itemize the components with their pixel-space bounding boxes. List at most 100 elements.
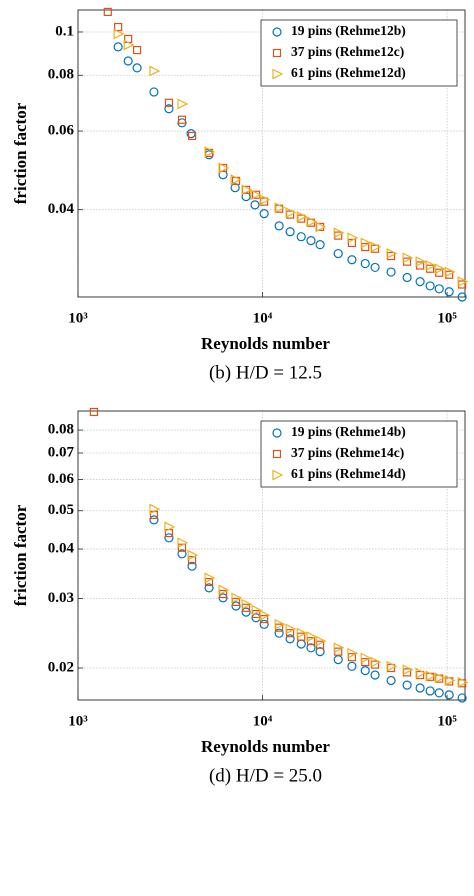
y-tick-label: 0.05	[48, 502, 74, 518]
marker	[386, 267, 396, 277]
y-tick-label: 0.07	[48, 444, 75, 460]
marker	[457, 676, 469, 688]
legend-label: 19 pins (Rehme14b)	[291, 424, 406, 439]
marker	[241, 607, 251, 617]
marker	[306, 236, 316, 246]
marker	[434, 672, 446, 684]
marker	[415, 683, 425, 693]
marker	[204, 572, 216, 584]
axes-frame	[77, 9, 466, 298]
legend-label: 37 pins (Rehme12c)	[291, 44, 404, 59]
x-tick-label: 10⁵	[437, 713, 457, 729]
axes-frame	[77, 410, 466, 701]
marker	[415, 667, 427, 679]
marker	[386, 675, 396, 686]
marker	[347, 661, 357, 671]
marker	[285, 207, 297, 219]
marker	[113, 42, 123, 52]
marker	[434, 263, 446, 275]
marker	[123, 56, 133, 66]
marker	[250, 189, 262, 201]
marker	[444, 675, 456, 686]
marker	[360, 652, 372, 664]
x-tick-label: 10⁵	[437, 310, 457, 326]
marker	[164, 104, 174, 114]
marker	[444, 287, 454, 297]
marker	[149, 65, 161, 77]
marker	[347, 647, 359, 659]
marker	[177, 115, 187, 124]
legend-label: 19 pins (Rehme12b)	[291, 23, 406, 38]
y-tick-label: 0.06	[48, 471, 75, 487]
marker	[230, 174, 242, 186]
marker	[285, 634, 295, 644]
marker	[177, 98, 189, 110]
marker	[218, 584, 230, 596]
marker	[360, 237, 372, 249]
marker	[360, 258, 370, 269]
marker	[250, 200, 260, 210]
marker	[315, 240, 325, 250]
marker	[259, 609, 271, 621]
marker	[274, 221, 284, 231]
marker	[457, 276, 469, 288]
legend-box	[260, 19, 458, 87]
marker	[164, 533, 174, 543]
marker	[296, 211, 308, 223]
marker	[164, 98, 174, 107]
marker	[187, 556, 197, 565]
y-tick-label: 0.06	[48, 122, 75, 138]
y-tick-label: 0.08	[48, 422, 74, 438]
marker	[123, 39, 135, 51]
marker	[425, 670, 437, 682]
y-tick-label: 0.02	[48, 659, 74, 675]
marker	[425, 260, 437, 271]
marker	[274, 618, 286, 630]
marker	[457, 693, 467, 703]
x-axis-label: Reynolds number	[201, 334, 330, 353]
legend-label: 61 pins (Rehme14d)	[291, 466, 406, 481]
marker	[187, 131, 197, 141]
marker	[259, 619, 269, 629]
x-tick-label: 10³	[68, 713, 88, 729]
marker	[444, 266, 456, 278]
legend-marker	[272, 428, 282, 438]
marker	[218, 162, 230, 174]
marker	[347, 238, 357, 248]
marker	[434, 284, 444, 294]
marker	[402, 680, 412, 690]
marker	[370, 670, 380, 680]
marker	[259, 209, 269, 219]
marker	[347, 255, 357, 265]
chart: 10³ 10⁴ 10⁵ 0.04 0.06 0.08 0.1 19 pins (Rehme12…	[11, 7, 469, 383]
marker	[89, 407, 99, 417]
marker	[333, 642, 345, 654]
marker	[386, 660, 398, 672]
legend-marker	[272, 48, 282, 58]
marker	[231, 601, 241, 611]
marker	[370, 656, 382, 668]
marker	[415, 256, 427, 268]
marker	[415, 277, 425, 287]
y-tick-label: 0.04	[48, 540, 75, 556]
marker	[114, 22, 123, 32]
marker	[333, 248, 343, 259]
y-tick-label: 0.08	[48, 67, 74, 83]
y-axis-label: friction factor	[11, 102, 30, 204]
y-tick-label: 0.03	[48, 590, 74, 606]
x-tick-label: 10³	[68, 310, 88, 326]
x-tick-label: 10⁴	[253, 713, 273, 729]
marker	[360, 666, 370, 676]
marker	[457, 292, 467, 302]
caption: (d) H/D = 25.0	[209, 765, 322, 786]
marker	[204, 146, 216, 158]
marker	[347, 232, 359, 244]
marker	[425, 686, 435, 696]
marker	[132, 45, 142, 55]
marker	[187, 561, 197, 571]
marker	[285, 623, 297, 635]
legend-marker	[272, 27, 282, 37]
marker	[274, 628, 284, 638]
marker	[306, 631, 318, 643]
